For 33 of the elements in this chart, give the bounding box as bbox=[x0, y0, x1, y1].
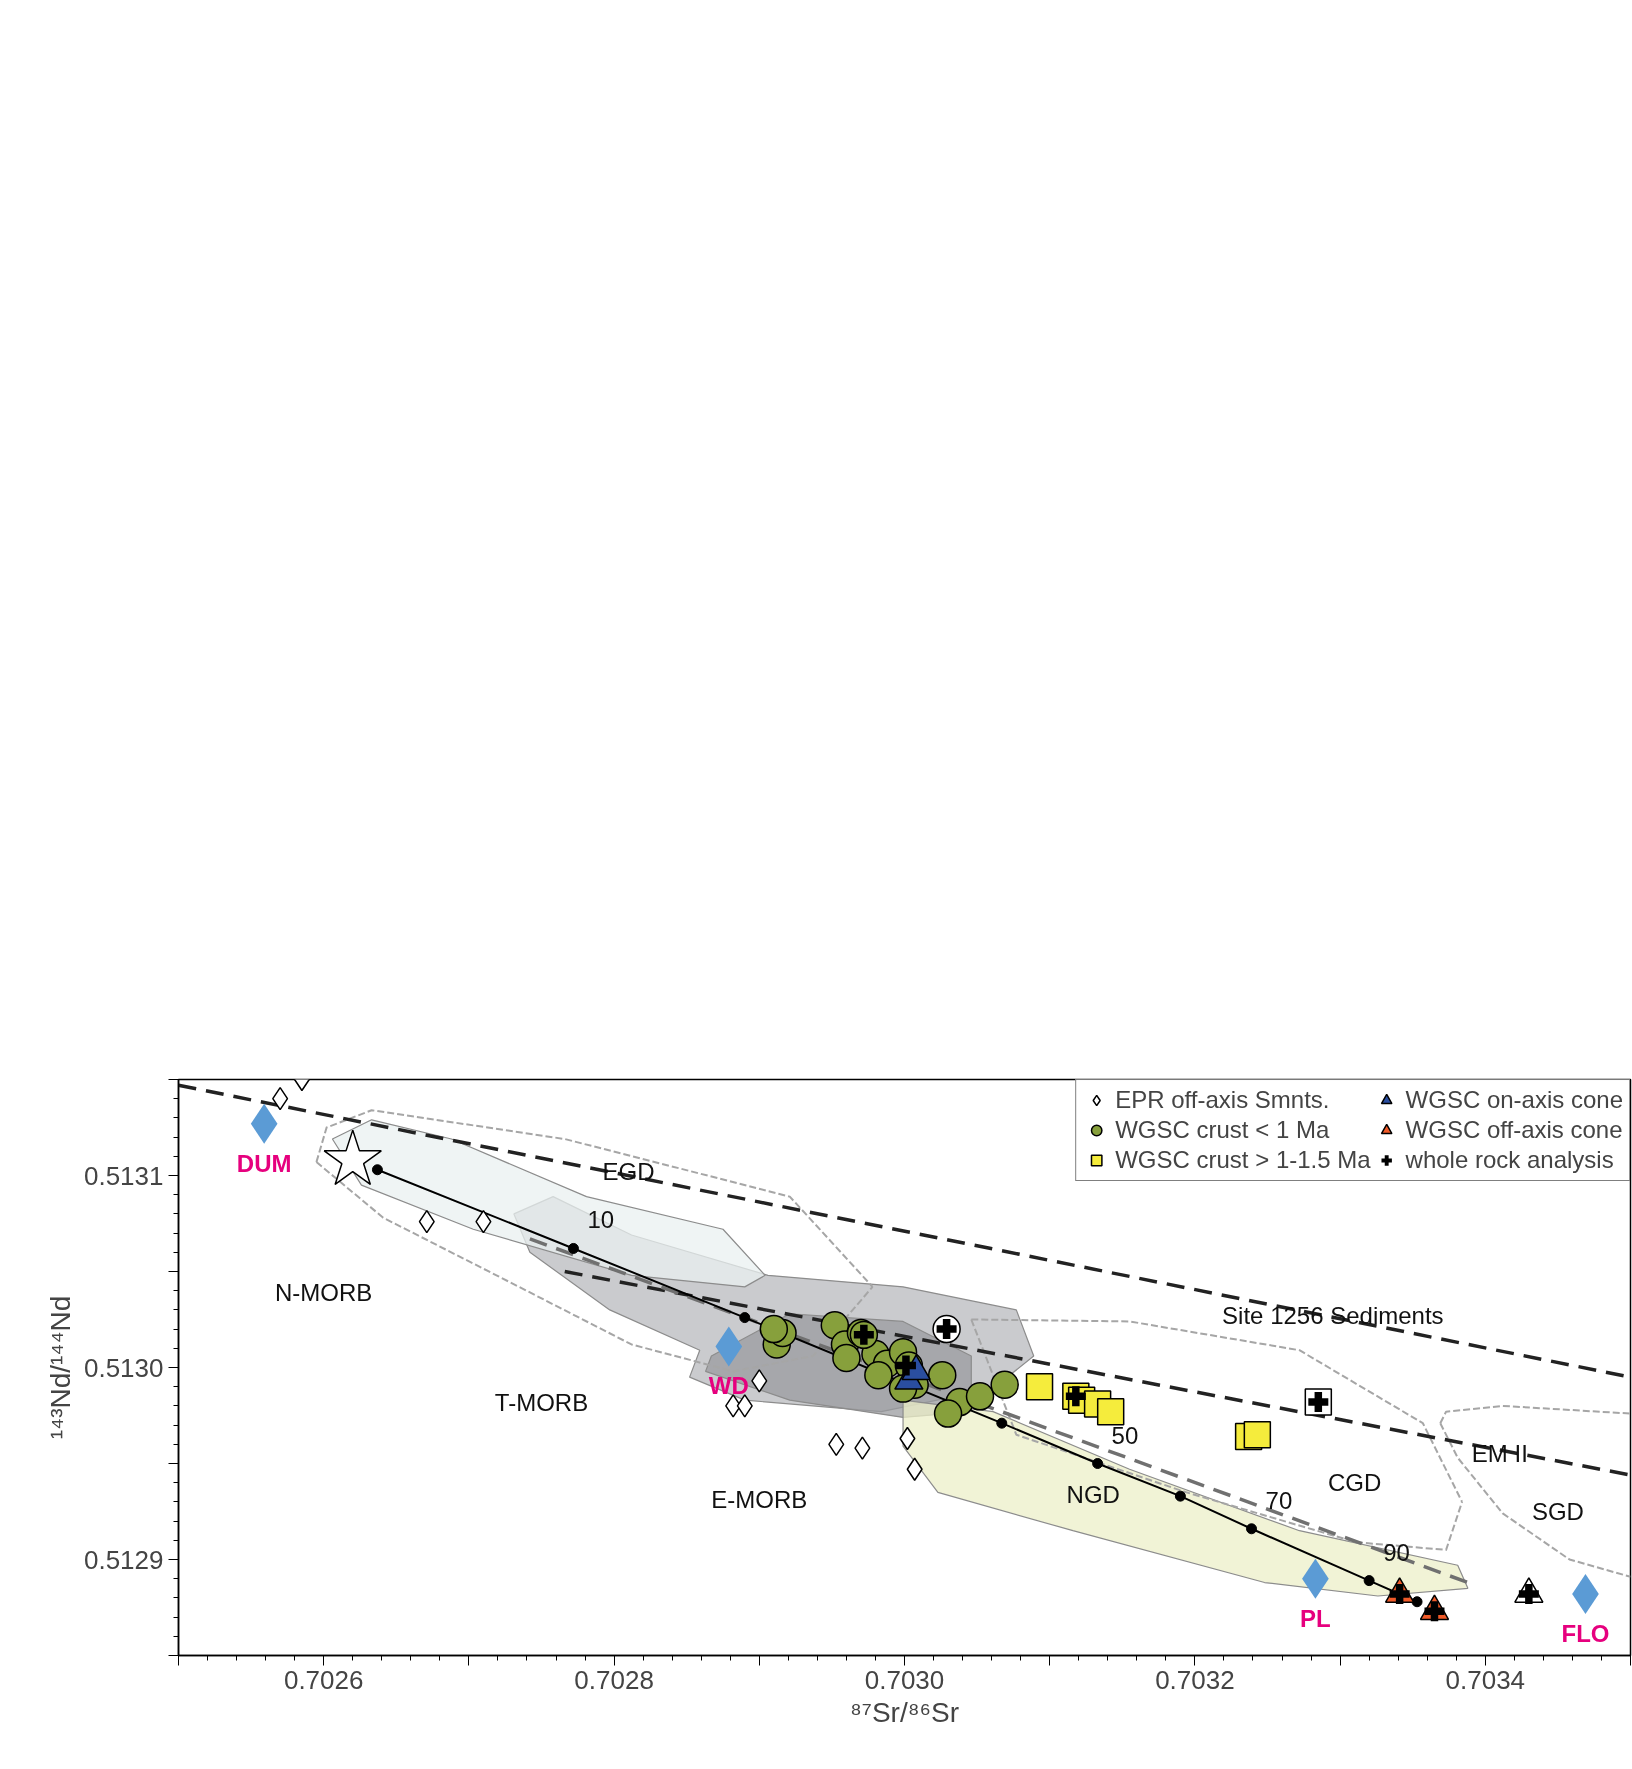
annotation: 90 bbox=[1383, 1538, 1410, 1566]
annotation: 70 bbox=[1265, 1486, 1293, 1514]
x-tick-label: 0.7034 bbox=[1445, 1664, 1526, 1695]
annotation: Site 1256 Sediments bbox=[1222, 1302, 1444, 1330]
legend-label: WGSC crust > 1-1.5 Ma bbox=[1115, 1146, 1371, 1174]
annotation: 10 bbox=[587, 1206, 615, 1234]
y-tick-label: 0.5130 bbox=[83, 1352, 164, 1383]
x-tick-label: 0.7026 bbox=[283, 1664, 364, 1695]
data-label: DUM bbox=[236, 1149, 292, 1177]
annotation: EM II bbox=[1471, 1440, 1528, 1468]
annotation: 50 bbox=[1111, 1421, 1139, 1449]
legend-label: whole rock analysis bbox=[1405, 1146, 1614, 1174]
data-label: FLO bbox=[1561, 1620, 1610, 1648]
annotation: N-MORB bbox=[275, 1279, 373, 1307]
legend-label: WGSC off-axis cone bbox=[1405, 1116, 1623, 1144]
annotation: SGD bbox=[1531, 1498, 1584, 1525]
legend-label: WGSC on-axis cone bbox=[1405, 1086, 1623, 1114]
y-axis-title: ¹⁴³Nd/¹⁴⁴Nd bbox=[44, 1295, 76, 1440]
x-axis-title: ⁸⁷Sr/⁸⁶Sr bbox=[849, 1696, 960, 1728]
data-label: PL bbox=[1300, 1604, 1331, 1632]
x-tick-label: 0.7028 bbox=[574, 1664, 654, 1695]
y-tick-label: 0.5131 bbox=[83, 1160, 164, 1191]
data-label: WD bbox=[708, 1372, 749, 1400]
legend-label: WGSC crust < 1 Ma bbox=[1115, 1116, 1330, 1144]
annotation: E-MORB bbox=[711, 1486, 808, 1514]
x-tick-label: 0.7030 bbox=[864, 1664, 945, 1695]
annotation: CGD bbox=[1327, 1469, 1382, 1497]
annotation: NGD bbox=[1066, 1480, 1120, 1508]
legend-label: EPR off-axis Smnts. bbox=[1115, 1086, 1330, 1114]
annotation: T-MORB bbox=[494, 1388, 589, 1416]
y-tick-label: 0.5129 bbox=[83, 1544, 164, 1575]
x-tick-label: 0.7032 bbox=[1155, 1664, 1235, 1695]
annotation: EGD bbox=[602, 1158, 655, 1186]
